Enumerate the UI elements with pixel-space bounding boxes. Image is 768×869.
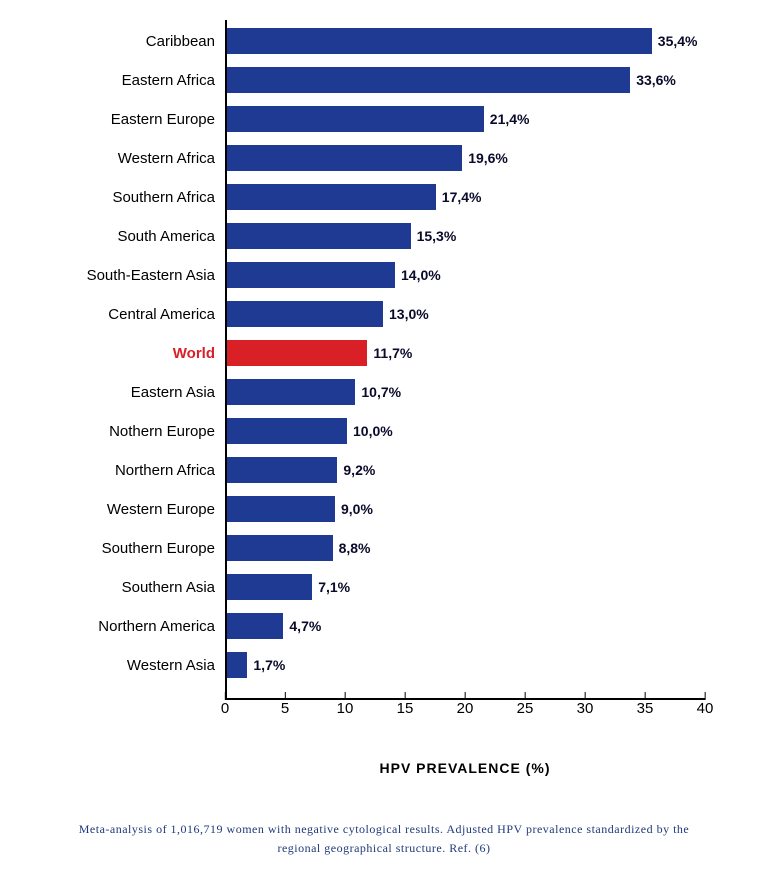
bar-row: Nothern Europe10,0% xyxy=(227,418,393,444)
bar-category-label: South America xyxy=(27,228,227,245)
bar-value-label: 9,2% xyxy=(343,462,375,478)
bar xyxy=(227,145,462,171)
bar xyxy=(227,106,484,132)
x-axis-label: HPV PREVALENCE (%) xyxy=(225,760,705,776)
bar-category-label: Western Africa xyxy=(27,150,227,167)
bar xyxy=(227,223,411,249)
bar-row: Eastern Europe21,4% xyxy=(227,106,530,132)
bar-value-label: 17,4% xyxy=(442,189,482,205)
bar-category-label: Western Asia xyxy=(27,657,227,674)
bar-category-label: Southern Africa xyxy=(27,189,227,206)
bar-value-label: 33,6% xyxy=(636,72,676,88)
bar xyxy=(227,28,652,54)
bar-value-label: 8,8% xyxy=(339,540,371,556)
bar-row: Southern Europe8,8% xyxy=(227,535,371,561)
x-tick: 10 xyxy=(337,700,354,717)
bar xyxy=(227,652,247,678)
bar xyxy=(227,574,312,600)
x-tick: 15 xyxy=(397,700,414,717)
x-tick: 5 xyxy=(281,700,289,717)
bar-row: Western Africa19,6% xyxy=(227,145,508,171)
bar xyxy=(227,184,436,210)
bar xyxy=(227,457,337,483)
bar-category-label: Western Europe xyxy=(27,501,227,518)
bar-value-label: 11,7% xyxy=(373,345,412,361)
bar-value-label: 21,4% xyxy=(490,111,530,127)
bar xyxy=(227,613,283,639)
bar-category-label: Northern America xyxy=(27,618,227,635)
bar-row: Eastern Africa33,6% xyxy=(227,67,676,93)
bar-value-label: 7,1% xyxy=(318,579,350,595)
bar-category-label: Central America xyxy=(27,306,227,323)
bar-value-label: 35,4% xyxy=(658,33,698,49)
bar-row: South-Eastern Asia14,0% xyxy=(227,262,441,288)
x-axis-ticks: 0510152025303540 xyxy=(225,700,705,730)
bar-value-label: 1,7% xyxy=(253,657,285,673)
bar-row: Western Asia1,7% xyxy=(227,652,285,678)
bar-value-label: 4,7% xyxy=(289,618,321,634)
bar-value-label: 19,6% xyxy=(468,150,508,166)
bar xyxy=(227,67,630,93)
chart-caption: Meta-analysis of 1,016,719 women with ne… xyxy=(60,820,708,858)
bar-category-label: Northern Africa xyxy=(27,462,227,479)
bar-category-label: Caribbean xyxy=(27,33,227,50)
bar xyxy=(227,379,355,405)
x-tick: 40 xyxy=(697,700,714,717)
hpv-prevalence-chart: Caribbean35,4%Eastern Africa33,6%Eastern… xyxy=(0,0,768,869)
bar-row: Western Europe9,0% xyxy=(227,496,373,522)
bar-row: Caribbean35,4% xyxy=(227,28,698,54)
bar-category-label: Eastern Asia xyxy=(27,384,227,401)
bar-row: Southern Africa17,4% xyxy=(227,184,482,210)
bar-value-label: 15,3% xyxy=(417,228,457,244)
x-tick: 30 xyxy=(577,700,594,717)
bar-category-label: Eastern Europe xyxy=(27,111,227,128)
bar-value-label: 9,0% xyxy=(341,501,373,517)
bar-value-label: 10,7% xyxy=(361,384,401,400)
bar-category-label: World xyxy=(27,345,227,362)
bar xyxy=(227,535,333,561)
x-tick: 25 xyxy=(517,700,534,717)
bar-value-label: 13,0% xyxy=(389,306,429,322)
bar xyxy=(227,301,383,327)
plot-area: Caribbean35,4% Eastern Africa33,6% Eastern… xyxy=(225,20,705,700)
bar-value-label: 14,0% xyxy=(401,267,441,283)
x-tick: 0 xyxy=(221,700,229,717)
bar-value-label: 10,0% xyxy=(353,423,393,439)
bar-row: Eastern Asia10,7% xyxy=(227,379,401,405)
bar-category-label: South-Eastern Asia xyxy=(27,267,227,284)
bar xyxy=(227,340,367,366)
bar xyxy=(227,262,395,288)
x-tick: 20 xyxy=(457,700,474,717)
bar-category-label: Southern Asia xyxy=(27,579,227,596)
bar-row: World11,7% xyxy=(227,340,412,366)
bar xyxy=(227,418,347,444)
bar-category-label: Nothern Europe xyxy=(27,423,227,440)
bar xyxy=(227,496,335,522)
bar-category-label: Southern Europe xyxy=(27,540,227,557)
bar-row: Southern Asia7,1% xyxy=(227,574,350,600)
bar-row: Northern America4,7% xyxy=(227,613,321,639)
bar-row: Northern Africa9,2% xyxy=(227,457,375,483)
bar-row: Central America13,0% xyxy=(227,301,429,327)
bar-category-label: Eastern Africa xyxy=(27,72,227,89)
bar-row: South America15,3% xyxy=(227,223,456,249)
x-tick: 35 xyxy=(637,700,654,717)
